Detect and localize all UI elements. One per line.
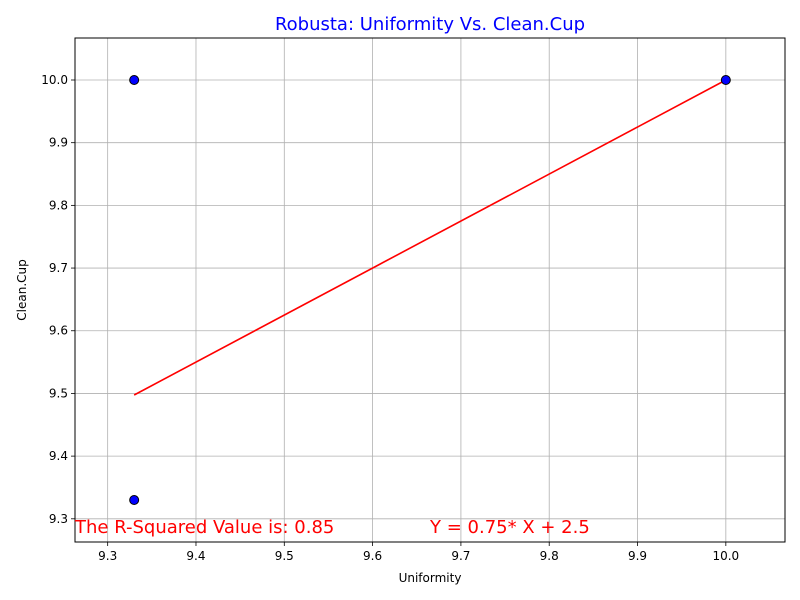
y-tick-label: 9.7 — [49, 261, 68, 275]
y-tick-label: 9.9 — [49, 136, 68, 150]
data-points — [129, 75, 731, 505]
equation-annotation: Y = 0.75* X + 2.5 — [429, 517, 590, 538]
x-tick-label: 9.7 — [451, 549, 470, 563]
y-tick-label: 9.5 — [49, 386, 68, 400]
r-squared-annotation: The R-Squared Value is: 0.85 — [74, 517, 334, 538]
x-tick-label: 9.9 — [628, 549, 647, 563]
regression-line — [133, 79, 727, 396]
x-tick-label: 9.3 — [98, 549, 117, 563]
y-axis-label: Clean.Cup — [15, 259, 29, 320]
plot-frame — [74, 37, 786, 543]
data-point — [129, 75, 140, 85]
data-point — [129, 495, 140, 505]
chart-title: Robusta: Uniformity Vs. Clean.Cup — [275, 14, 585, 35]
data-point — [720, 75, 731, 85]
y-tick-label: 9.4 — [49, 449, 68, 463]
x-tick-label: 10.0 — [712, 549, 739, 563]
y-tick-label: 10.0 — [41, 73, 68, 87]
regression-line-group — [133, 79, 727, 396]
x-tick-label: 9.6 — [363, 549, 382, 563]
y-tick-label: 9.8 — [49, 198, 68, 212]
grid-lines — [75, 38, 785, 542]
y-tick-label: 9.3 — [49, 512, 68, 526]
y-axis-ticks: 9.3 9.4 9.5 9.6 9.7 9.8 9.9 10.0 — [41, 73, 75, 526]
y-tick-label: 9.6 — [49, 324, 68, 338]
x-axis-label: Uniformity — [399, 571, 462, 585]
x-tick-label: 9.5 — [275, 549, 294, 563]
plot-background — [75, 38, 785, 542]
x-tick-label: 9.4 — [186, 549, 205, 563]
x-tick-label: 9.8 — [540, 549, 559, 563]
x-axis-ticks: 9.3 9.4 9.5 9.6 9.7 9.8 9.9 10.0 — [98, 542, 739, 563]
